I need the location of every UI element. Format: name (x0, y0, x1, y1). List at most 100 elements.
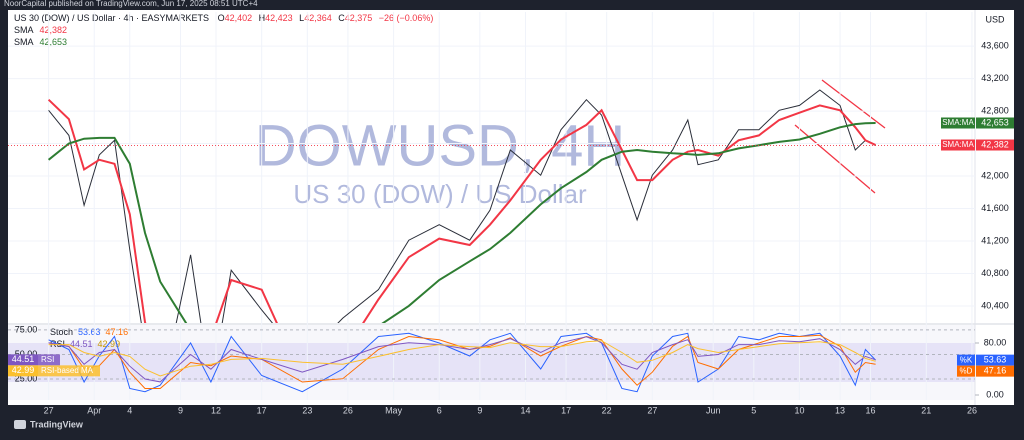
value-tag: 42,653 SMA:MA (941, 117, 1014, 129)
value-tag: 53.63 %K (957, 355, 1014, 366)
value-tag: 42.99 RSI-based MA (8, 365, 100, 377)
x-tick-label: 21 (921, 405, 931, 415)
tag-name: SMA:MA (942, 118, 974, 127)
tag-box (38, 365, 100, 377)
y-tick-label: 41,200 (981, 235, 1009, 245)
series-line (48, 334, 876, 389)
title: US 30 (DOW) / US Dollar · 4h · EASYMARKE… (14, 13, 209, 23)
change: −26 (−0.06%) (379, 13, 434, 23)
logo: TradingView (30, 419, 84, 429)
legend-name: SMA (14, 25, 34, 35)
y-tick-label: 75.00 (15, 324, 38, 334)
value-tag: 42,382 SMA:MA (941, 139, 1014, 151)
tag-name: %D (960, 366, 973, 375)
series-line (47, 98, 877, 323)
x-tick-label: 27 (647, 405, 657, 415)
legend-entry: SMA 42,382 (14, 25, 67, 35)
ohlc-value: 42,423 (265, 13, 293, 23)
tag-box (976, 365, 1014, 377)
x-tick-label: May (385, 405, 403, 415)
tag-name: RSI (41, 355, 54, 364)
x-tick-label: 14 (520, 405, 530, 415)
ohlc-value: 42,364 (304, 13, 332, 23)
y-tick-label: 41,600 (981, 203, 1009, 213)
value-tag: 47.16 %D (957, 366, 1014, 377)
ohlc-value: 42,375 (345, 13, 373, 23)
legend-name: SMA (14, 37, 34, 47)
series-line (48, 89, 876, 323)
x-tick-label: 16 (865, 405, 875, 415)
tag-box (941, 117, 975, 129)
series-line (48, 336, 876, 383)
plot (8, 329, 975, 393)
tag-value: 42,382 (981, 139, 1009, 149)
y-tick-label: 42,000 (981, 170, 1009, 180)
ohlc-label: C (338, 13, 345, 23)
tag-box (957, 365, 975, 377)
indicator-title: Stoch (50, 327, 73, 337)
x-tick-label: 12 (211, 405, 221, 415)
x-tick-label: 26 (343, 405, 353, 415)
tag-box (976, 354, 1014, 366)
tag-value: 42.99 (12, 365, 35, 375)
x-tick-label: Apr (87, 405, 101, 415)
ohlc-label: L (299, 13, 304, 23)
ohlc-value: 42,402 (225, 13, 253, 23)
tag-name: SMA:MA (942, 140, 974, 149)
ohlc-label: O (218, 13, 225, 23)
y-tick-label: 40,400 (981, 300, 1009, 310)
x-tick-label: 4 (127, 405, 132, 415)
symbol-header: US 30 (DOW) / US Dollar · 4h · EASYMARKE… (14, 13, 433, 23)
x-tick-label: 9 (477, 405, 482, 415)
oscillator-band (8, 343, 975, 382)
legend-value: 42,382 (40, 25, 68, 35)
tag-name: RSI-based MA (41, 366, 94, 375)
indicator-header: Stoch 53.63 47.16 (50, 327, 128, 337)
y-tick-label: 43,200 (981, 73, 1009, 83)
legend-value: 42,653 (40, 37, 68, 47)
x-tick-label: 27 (44, 405, 54, 415)
legend-entry: SMA 42,653 (14, 37, 67, 47)
tag-box (957, 354, 975, 366)
axis-unit: USD (985, 14, 1005, 24)
x-tick-label: Jun (706, 405, 721, 415)
y-tick-label: 25.00 (15, 373, 38, 383)
x-tick-label: 6 (437, 405, 442, 415)
tag-name: %K (960, 355, 973, 364)
series-line (47, 122, 876, 323)
y-tick-label: 43,600 (981, 40, 1009, 50)
x-tick-label: 17 (257, 405, 267, 415)
x-tick-label: 23 (302, 405, 312, 415)
tag-value: 42,653 (981, 117, 1009, 127)
x-tick-label: 5 (751, 405, 756, 415)
series-line (48, 340, 876, 377)
value-tag: 44.51 RSI (8, 354, 60, 366)
logo-icon (14, 420, 26, 429)
x-tick-label: 10 (794, 405, 804, 415)
x-tick-label: 13 (835, 405, 845, 415)
tag-box (38, 354, 60, 366)
tag-box (941, 139, 975, 151)
tag-value: 47.16 (984, 366, 1007, 376)
plot (8, 45, 975, 323)
tag-box (976, 139, 1014, 151)
x-tick-label: 9 (178, 405, 183, 415)
indicator-value: 44.51 (70, 339, 93, 349)
indicator-value: 53.63 (78, 327, 101, 337)
watermark-subtitle: US 30 (DOW) / US Dollar (293, 179, 587, 209)
x-tick-label: 17 (561, 405, 571, 415)
plot-layer: 27 Apr 4 9 12 17 23 26 May 6 9 14 17 22 27 Jun 5 10 13 16 21… (8, 12, 1014, 415)
y2-tick-label: 80.00 (984, 337, 1007, 347)
x-tick-label: 22 (602, 405, 612, 415)
y-tick-label: 42,800 (981, 105, 1009, 115)
publisher: NoorCapital published on TradingView.com… (4, 0, 258, 8)
tag-box (8, 354, 38, 366)
tag-value: 44.51 (12, 354, 35, 364)
trendline (821, 79, 886, 129)
y2-tick-label: 0.00 (986, 389, 1004, 399)
tag-value: 53.63 (984, 355, 1007, 365)
indicator-value: 47.16 (106, 327, 129, 337)
y-tick-label: 40,800 (981, 268, 1009, 278)
x-tick-label: 26 (967, 405, 977, 415)
